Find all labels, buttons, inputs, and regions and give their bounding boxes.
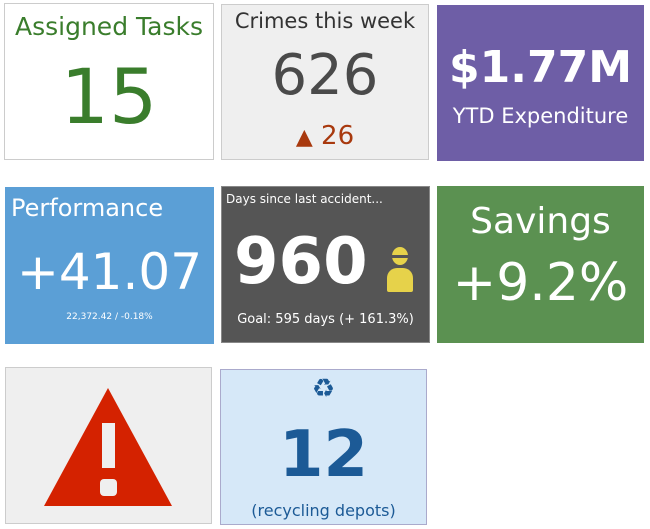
crimes-card[interactable]: Crimes this week 626 ▲ 26	[221, 4, 429, 160]
card-title: Days since last accident...	[226, 192, 383, 206]
assigned-tasks-card[interactable]: Assigned Tasks 15	[4, 3, 214, 160]
card-title: Savings	[470, 201, 611, 242]
card-value: +41.07	[16, 243, 203, 301]
delta-value: 26	[321, 121, 355, 151]
recycle-icon: ♻	[311, 374, 336, 404]
recycling-card[interactable]: ♻ 12 (recycling depots)	[220, 369, 427, 525]
card-title: Assigned Tasks	[15, 12, 203, 41]
triangle-up-icon: ▲	[295, 125, 313, 150]
card-value: 15	[60, 52, 158, 141]
card-delta: ▲ 26	[222, 121, 428, 151]
goal-text: Goal: 595 days (+ 161.3%)	[237, 312, 414, 327]
card-label: (recycling depots)	[251, 501, 396, 520]
card-value: 960	[234, 225, 368, 299]
card-value: +9.2%	[452, 253, 629, 313]
card-subtext: 22,372.42 / -0.18%	[66, 312, 153, 322]
warning-card[interactable]	[5, 367, 212, 524]
card-label: YTD Expenditure	[452, 104, 629, 128]
worker-icon	[387, 247, 413, 293]
accident-card[interactable]: Days since last accident... 960 Goal: 59…	[221, 186, 430, 343]
card-title: Performance	[11, 194, 164, 222]
warning-icon	[44, 388, 172, 506]
performance-card[interactable]: Performance +41.07 22,372.42 / -0.18%	[5, 187, 214, 344]
card-title: Crimes this week	[234, 9, 416, 33]
expenditure-card[interactable]: $1.77M YTD Expenditure	[437, 5, 644, 161]
card-value: 626	[271, 43, 379, 108]
card-value: 12	[278, 418, 369, 492]
savings-card[interactable]: Savings +9.2%	[437, 186, 644, 343]
card-value: $1.77M	[449, 42, 632, 93]
